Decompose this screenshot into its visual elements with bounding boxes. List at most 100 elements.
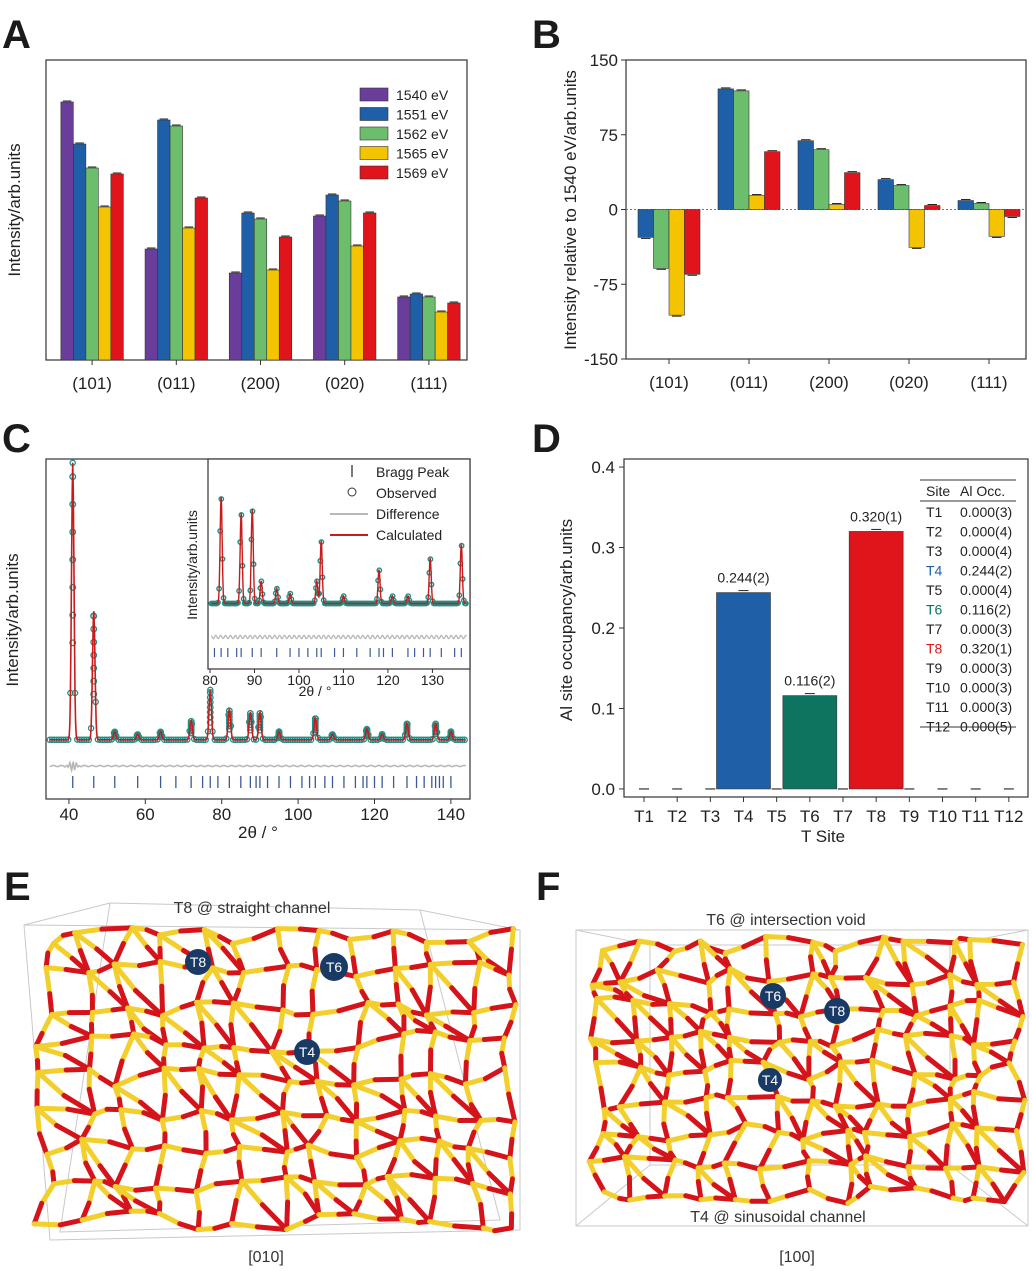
legend-swatch-a-0 (359, 87, 389, 102)
observed-peak-point-0 (69, 556, 77, 564)
framework-bond (875, 1101, 895, 1126)
legend-swatch-a-1 (359, 107, 389, 121)
framework-bond (934, 1072, 958, 1082)
framework-bond (869, 1057, 897, 1071)
framework-bond (132, 987, 166, 1019)
bar-b-3-1 (893, 185, 910, 210)
observed-peak-point-0 (69, 639, 77, 647)
framework-bond (118, 1107, 128, 1132)
framework-bond (874, 934, 887, 962)
panel-c-inset-ylabel: Intensity/arb.units (184, 510, 200, 620)
framework-bond (1006, 1060, 1022, 1085)
panel-d: D Al site occupancy/arb.units T Site 0.0… (532, 417, 1029, 846)
framework-bond (803, 1098, 816, 1125)
bar-b-2-1 (813, 149, 830, 210)
framework-bond (650, 1001, 673, 1007)
framework-bond (648, 1135, 671, 1144)
bar-d-T6 (782, 695, 838, 790)
framework-bond (194, 980, 206, 1005)
framework-bond (260, 1072, 293, 1085)
framework-bond (51, 940, 75, 961)
framework-bond (452, 959, 483, 966)
framework-bond (782, 1158, 812, 1170)
panel-label-a: A (2, 13, 31, 57)
framework-bond (447, 1034, 473, 1044)
framework-bond (837, 1112, 851, 1134)
framework-bond (347, 936, 356, 961)
framework-bond (906, 1098, 931, 1109)
framework-bond (86, 1178, 98, 1206)
framework-bond (998, 1167, 1027, 1175)
framework-bond (905, 1050, 918, 1078)
legend-swatch-a-4 (359, 165, 389, 180)
framework-bond (468, 1102, 484, 1123)
framework-bond (925, 938, 958, 946)
framework-bond (397, 1138, 418, 1165)
framework-bond (424, 1009, 456, 1018)
framework-bond (195, 1066, 223, 1077)
framework-bond (509, 1119, 518, 1142)
xtick-c-3: 100 (284, 805, 312, 824)
framework-bond (949, 1121, 971, 1149)
framework-bond (424, 1012, 449, 1029)
framework-bond (112, 1084, 143, 1105)
framework-bond (952, 940, 969, 967)
framework-bond (355, 1019, 363, 1050)
framework-bond (231, 1044, 240, 1066)
framework-bond (800, 1119, 809, 1143)
framework-bond (399, 1216, 421, 1226)
panel-c-inset-xticks: 80 90 100 110 120 130 (202, 669, 444, 688)
framework-bond (472, 959, 483, 992)
xtick-c-2: 80 (212, 805, 231, 824)
inset-xtick-4: 120 (376, 672, 400, 688)
observed-peak-point-3 (134, 731, 142, 738)
framework-bond (462, 1059, 469, 1087)
framework-bond (121, 1193, 134, 1214)
framework-bond (881, 934, 901, 966)
framework-bond (481, 1035, 507, 1043)
framework-bond (601, 1154, 627, 1163)
framework-bond (263, 963, 292, 972)
framework-bond (704, 1110, 713, 1138)
framework-bond (805, 1158, 812, 1180)
framework-bond (284, 1218, 308, 1233)
bar-a-1-3 (182, 227, 196, 361)
framework-bond (305, 1129, 322, 1148)
panel-c-legend: Bragg Peak Observed Difference Calculated (330, 464, 450, 543)
framework-bond (159, 1092, 168, 1123)
framework-bond (259, 1093, 285, 1115)
framework-bond (195, 1225, 218, 1233)
framework-bond (867, 1183, 894, 1193)
framework-bond (637, 967, 660, 981)
framework-bond (593, 1059, 604, 1091)
framework-bond (478, 1116, 501, 1123)
framework-bond (427, 1194, 438, 1225)
framework-bond (914, 1013, 935, 1027)
table-site-T3: T3 (926, 543, 943, 559)
framework-bond (891, 1065, 918, 1078)
framework-bond (432, 1175, 438, 1200)
panel-e-view: [010] (248, 1249, 284, 1266)
framework-bond (900, 938, 930, 960)
framework-bond (477, 959, 499, 972)
panel-d-yticks: 0.0 0.1 0.2 0.3 0.4 (591, 458, 624, 799)
panel-label-d: D (532, 417, 561, 461)
framework-bond (99, 925, 135, 932)
framework-bond (229, 1198, 239, 1227)
framework-bond (913, 1185, 935, 1194)
framework-bond (334, 1096, 359, 1124)
framework-bond (336, 1211, 357, 1217)
framework-bond (807, 1038, 828, 1055)
panel-e-site-t6: T6 (320, 953, 348, 981)
framework-bond (462, 1081, 474, 1108)
framework-bond (947, 1003, 965, 1029)
xtick-d-T7: T7 (833, 807, 853, 826)
bar-d-T8 (848, 531, 904, 790)
framework-bond (398, 1076, 421, 1101)
framework-bond (996, 1147, 1027, 1175)
framework-bond (112, 1162, 128, 1190)
xtick-a-4: (111) (410, 374, 447, 393)
framework-bond (905, 1116, 913, 1140)
framework-bond (278, 946, 292, 969)
framework-bond (228, 1117, 265, 1138)
